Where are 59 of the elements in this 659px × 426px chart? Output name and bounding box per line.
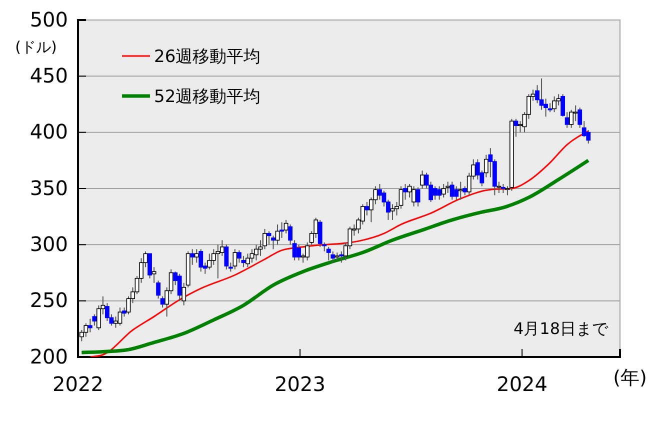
y-tick-label: 500	[30, 7, 68, 32]
y-axis-title: (ドル)	[15, 38, 57, 56]
candlestick	[339, 250, 344, 264]
x-tick-label: 2023	[274, 372, 326, 396]
legend-label: 26週移動平均	[154, 47, 261, 67]
candlestick	[152, 266, 156, 284]
line-series	[89, 130, 590, 357]
candlestick	[190, 248, 195, 266]
candlestick	[441, 184, 446, 198]
candlestick	[177, 273, 182, 302]
x-tick-label: 2022	[52, 372, 104, 396]
candlestick	[246, 253, 250, 268]
candlestick	[437, 186, 442, 200]
candlestick	[458, 181, 463, 200]
candlestick	[446, 181, 450, 194]
candlestick	[573, 104, 578, 122]
candlestick	[450, 181, 454, 200]
candlestick	[569, 109, 574, 128]
candlestick	[216, 244, 220, 279]
y-tick-label: 400	[30, 120, 68, 144]
candlestick	[539, 78, 544, 110]
y-tick-label: 250	[30, 288, 68, 312]
candlestick	[412, 186, 416, 207]
y-tick-label: 450	[30, 64, 68, 88]
y-tick-label: 300	[30, 232, 68, 256]
candlestick	[364, 201, 370, 216]
candlestick	[330, 250, 336, 264]
candlestick	[232, 248, 238, 270]
candlestick	[88, 318, 92, 333]
candlestick	[296, 244, 302, 261]
candlestick	[198, 248, 204, 272]
candlestick	[266, 230, 272, 246]
candlestick	[207, 253, 212, 270]
candlestick	[254, 244, 258, 261]
candlestick	[194, 248, 199, 264]
x-tick-label: 2024	[496, 372, 548, 396]
candlestick	[326, 246, 331, 261]
candlestick	[284, 219, 288, 234]
candlestick	[454, 186, 459, 200]
candlestick	[390, 204, 395, 220]
candlestick	[148, 253, 152, 279]
y-tick-label: 350	[30, 176, 68, 200]
candlestick	[420, 170, 424, 189]
candlestick	[224, 244, 229, 270]
candlestick	[84, 322, 88, 338]
candlestick	[514, 118, 518, 138]
line-series	[80, 158, 590, 354]
candlestick	[416, 186, 420, 207]
x-axis-title: (年)	[613, 367, 647, 389]
candlestick	[241, 255, 246, 268]
candlestick	[118, 307, 122, 326]
candlestick	[237, 250, 242, 264]
legend-label: 52週移動平均	[154, 87, 261, 107]
candlestick	[271, 235, 276, 250]
candlestick	[432, 186, 438, 200]
annotation: 4月18日まで	[513, 319, 609, 338]
candlestick	[552, 96, 557, 113]
candlestick	[318, 219, 322, 248]
y-tick-label: 200	[30, 344, 68, 368]
